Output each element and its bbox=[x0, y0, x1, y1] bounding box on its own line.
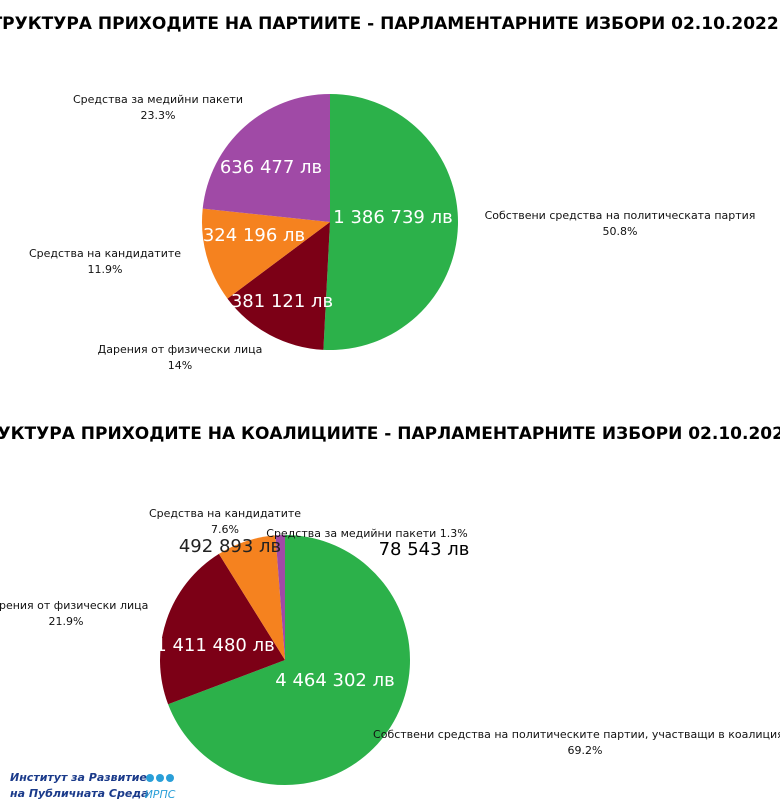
value-label: 636 477 лв bbox=[220, 157, 322, 178]
logo-icon bbox=[166, 774, 174, 782]
pie-slice bbox=[159, 553, 285, 705]
footer-line: Институт за Развитие bbox=[10, 771, 147, 784]
pie-slice bbox=[201, 208, 330, 299]
category-label: Дарения от физически лица bbox=[0, 599, 148, 612]
category-label: Собствени средства на политическите парт… bbox=[373, 728, 780, 741]
percent-label: 14% bbox=[168, 359, 192, 372]
chart-title: СТРУКТУРА ПРИХОДИТЕ НА ПАРТИИТЕ - ПАРЛАМ… bbox=[0, 14, 780, 34]
slice-label: Средства за медийни пакети 1.3% bbox=[266, 527, 467, 540]
value-label: 381 121 лв bbox=[231, 291, 333, 312]
footer: Институт за Развитие на Публичната Среда… bbox=[10, 771, 176, 801]
footer-line: на Публичната Среда bbox=[10, 787, 149, 800]
value-label: 492 893 лв bbox=[179, 536, 281, 557]
percent-label: 7.6% bbox=[211, 523, 239, 536]
percent-label: 69.2% bbox=[568, 744, 603, 757]
percent-label: 50.8% bbox=[603, 225, 638, 238]
value-label: 1 411 480 лв bbox=[155, 635, 274, 656]
logo-text: ИРПС bbox=[145, 788, 176, 801]
pie-slice bbox=[275, 535, 285, 660]
pie-slice bbox=[218, 535, 285, 660]
category-label: Средства за медийни пакети bbox=[266, 527, 436, 540]
percent-label: 23.3% bbox=[141, 109, 176, 122]
logo-icon bbox=[146, 774, 154, 782]
category-label: Дарения от физически лица bbox=[98, 343, 263, 356]
pie-slice bbox=[202, 94, 330, 222]
percent-label: 11.9% bbox=[88, 263, 123, 276]
value-label: 1 386 739 лв bbox=[333, 207, 452, 228]
pie-slice bbox=[168, 535, 410, 785]
percent-label: 1.3% bbox=[440, 527, 468, 540]
category-label: Собствени средства на политическата парт… bbox=[485, 209, 756, 222]
pie-slice bbox=[323, 94, 459, 350]
chart-title: СТРУКТУРА ПРИХОДИТЕ НА КОАЛИЦИИТЕ - ПАРЛ… bbox=[0, 424, 780, 444]
category-label: Средства за медийни пакети bbox=[73, 93, 243, 106]
value-label: 324 196 лв bbox=[203, 225, 305, 246]
pie-slice bbox=[227, 222, 330, 350]
value-label: 4 464 302 лв bbox=[275, 670, 394, 691]
value-label: 78 543 лв bbox=[379, 539, 470, 560]
category-label: Средства на кандидатите bbox=[149, 507, 301, 520]
percent-label: 21.9% bbox=[49, 615, 84, 628]
category-label: Средства на кандидатите bbox=[29, 247, 181, 260]
logo-icon bbox=[156, 774, 164, 782]
